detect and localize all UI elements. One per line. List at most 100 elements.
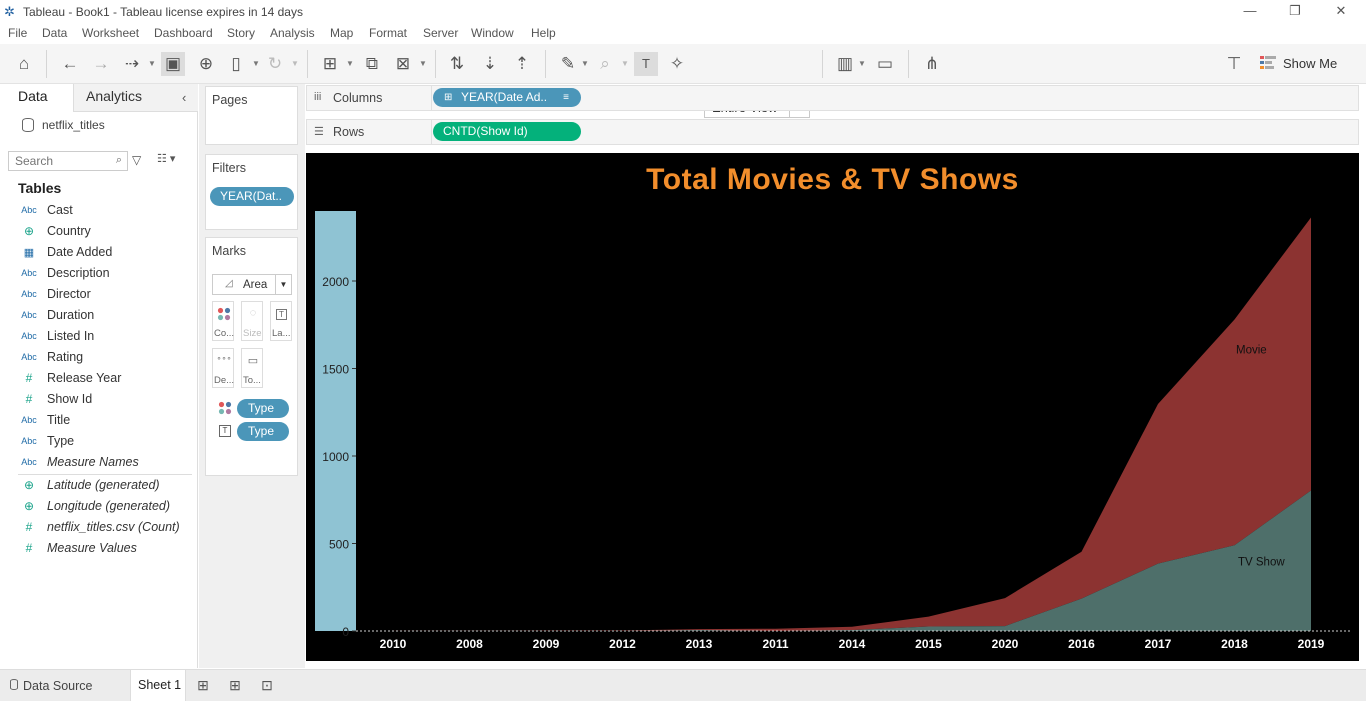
new-dashboard-icon[interactable]: ⊞	[229, 677, 241, 693]
replay-dropdown[interactable]: ▼	[148, 59, 156, 68]
menu-dashboard[interactable]: Dashboard	[154, 26, 213, 40]
new-worksheet-icon[interactable]: ⊞	[197, 677, 209, 693]
group-icon[interactable]: ⌕	[600, 54, 610, 73]
show-cards-dropdown[interactable]: ▼	[858, 59, 866, 68]
field-item[interactable]: Abc Measure Names	[18, 453, 194, 474]
color-button[interactable]: Co...	[212, 301, 234, 341]
new-story-icon[interactable]: ⊡	[261, 677, 273, 693]
size-button[interactable]: ◌ Size	[241, 301, 263, 341]
shelf-divider	[431, 86, 432, 110]
sort-asc-icon[interactable]: ⇣	[482, 54, 498, 73]
highlight-dropdown[interactable]: ▼	[581, 59, 589, 68]
menu-format[interactable]: Format	[369, 26, 408, 40]
undo-icon[interactable]: ←	[61, 54, 79, 73]
tab-data[interactable]: Data	[18, 88, 48, 104]
filter-pill[interactable]: YEAR(Dat..	[210, 187, 294, 206]
filter-icon[interactable]: ▽	[132, 153, 142, 167]
restore-button[interactable]: ❐	[1289, 3, 1301, 18]
minimize-button[interactable]: —	[1243, 3, 1257, 18]
field-item[interactable]: ▦ Date Added	[18, 243, 194, 264]
presentation-icon[interactable]: ▭	[876, 54, 894, 73]
field-item[interactable]: Abc Cast	[18, 201, 194, 222]
field-item[interactable]: ⊕ Country	[18, 222, 194, 243]
field-item[interactable]: # Release Year	[18, 369, 194, 390]
detail-button[interactable]: ∘∘∘ De...	[212, 348, 234, 388]
columns-shelf[interactable]: iii Columns ⊞ YEAR(Date Ad.. ≡	[306, 85, 1359, 111]
show-cards-icon[interactable]: ▥	[836, 54, 854, 73]
highlight-icon[interactable]: ✎	[560, 54, 576, 73]
menu-story[interactable]: Story	[227, 26, 256, 40]
area-mark-icon: ◿	[225, 278, 233, 289]
pause-updates-icon[interactable]: ▯	[231, 54, 241, 73]
menu-file[interactable]: File	[8, 26, 28, 40]
field-item[interactable]: # Measure Values	[18, 539, 194, 560]
field-item[interactable]: Abc Rating	[18, 348, 194, 369]
tab-analytics[interactable]: Analytics	[86, 88, 143, 104]
new-worksheet-dropdown[interactable]: ▼	[346, 59, 354, 68]
field-item[interactable]: Abc Title	[18, 411, 194, 432]
tv-show-area[interactable]	[393, 490, 1311, 631]
share-icon[interactable]: ⋔	[924, 54, 940, 73]
toolbar-separator	[46, 50, 47, 78]
refresh-icon[interactable]: ↻	[267, 54, 283, 73]
new-worksheet-icon[interactable]: ⊞	[322, 54, 338, 73]
replay-icon[interactable]: ⇢	[124, 54, 140, 73]
close-button[interactable]: ✕	[1335, 3, 1347, 18]
duplicate-icon[interactable]: ⧉	[365, 54, 379, 73]
y-tick-label: 0	[342, 625, 349, 639]
view-options-icon[interactable]: ☷ ▾	[157, 153, 176, 165]
sort-desc-icon[interactable]: ⇡	[514, 54, 530, 73]
field-name: Rating	[47, 350, 84, 364]
show-me-button[interactable]: Show Me	[1260, 55, 1356, 73]
pause-dropdown[interactable]: ▼	[252, 59, 260, 68]
area-chart[interactable]: 0 500 1000 1500 2000 2010 2008 2009 2012 2013 2011…	[306, 153, 1359, 661]
menu-worksheet[interactable]: Worksheet	[82, 26, 140, 40]
type-color-pill[interactable]: Type	[237, 399, 289, 418]
menu-window[interactable]: Window	[471, 26, 514, 40]
datasource-item[interactable]: netflix_titles	[22, 118, 105, 132]
field-item[interactable]: # Show Id	[18, 390, 194, 411]
field-item[interactable]: ⊕ Longitude (generated)	[18, 497, 194, 518]
clear-dropdown[interactable]: ▼	[419, 59, 427, 68]
datasource-tab[interactable]: Data Source	[0, 670, 130, 701]
type-label-pill[interactable]: Type	[237, 422, 289, 441]
save-icon[interactable]: ▣	[161, 52, 185, 76]
menu-help[interactable]: Help	[531, 26, 556, 40]
menu-analysis[interactable]: Analysis	[270, 26, 315, 40]
columns-pill[interactable]: ⊞ YEAR(Date Ad.. ≡	[433, 88, 581, 107]
home-icon[interactable]: ⌂	[18, 54, 30, 73]
redo-icon[interactable]: →	[92, 54, 110, 73]
presenter-icon[interactable]: ⊤	[1226, 54, 1242, 73]
clear-icon[interactable]: ⊠	[395, 54, 411, 73]
field-item[interactable]: Abc Type	[18, 432, 194, 453]
worksheet-view[interactable]: 0 500 1000 1500 2000 2010 2008 2009 2012 2013 2011…	[306, 153, 1359, 661]
field-item[interactable]: # netflix_titles.csv (Count)	[18, 518, 194, 539]
field-item[interactable]: Abc Director	[18, 285, 194, 306]
menu-data[interactable]: Data	[42, 26, 68, 40]
rows-shelf[interactable]: ☰ Rows CNTD(Show Id)	[306, 119, 1359, 145]
refresh-dropdown[interactable]: ▼	[291, 59, 299, 68]
group-dropdown[interactable]: ▼	[621, 59, 629, 68]
sheet-tab[interactable]: Sheet 1	[130, 670, 186, 701]
label-icon[interactable]: T	[634, 52, 658, 76]
mark-type-select[interactable]: ◿ Area ▼	[212, 274, 292, 295]
x-tick-label: 2020	[992, 637, 1019, 651]
field-item[interactable]: Abc Duration	[18, 306, 194, 327]
menu-server[interactable]: Server	[423, 26, 459, 40]
pages-card[interactable]: Pages	[205, 86, 298, 145]
rows-pill[interactable]: CNTD(Show Id)	[433, 122, 581, 141]
menu-map[interactable]: Map	[330, 26, 354, 40]
search-input[interactable]	[9, 152, 105, 170]
new-datasource-icon[interactable]: ⊕	[198, 54, 214, 73]
swap-icon[interactable]: ⇅	[449, 54, 465, 73]
search-field[interactable]: ⌕	[8, 151, 128, 171]
search-icon[interactable]: ⌕	[115, 154, 122, 166]
pin-icon[interactable]: ✧	[669, 54, 685, 73]
field-item[interactable]: Abc Description	[18, 264, 194, 285]
field-item[interactable]: Abc Listed In	[18, 327, 194, 348]
label-button[interactable]: T La...	[270, 301, 292, 341]
tooltip-button[interactable]: ▭ To...	[241, 348, 263, 388]
filters-card[interactable]: Filters YEAR(Dat..	[205, 154, 298, 230]
collapse-pane-icon[interactable]: ‹	[182, 90, 187, 105]
field-item[interactable]: ⊕ Latitude (generated)	[18, 476, 194, 497]
